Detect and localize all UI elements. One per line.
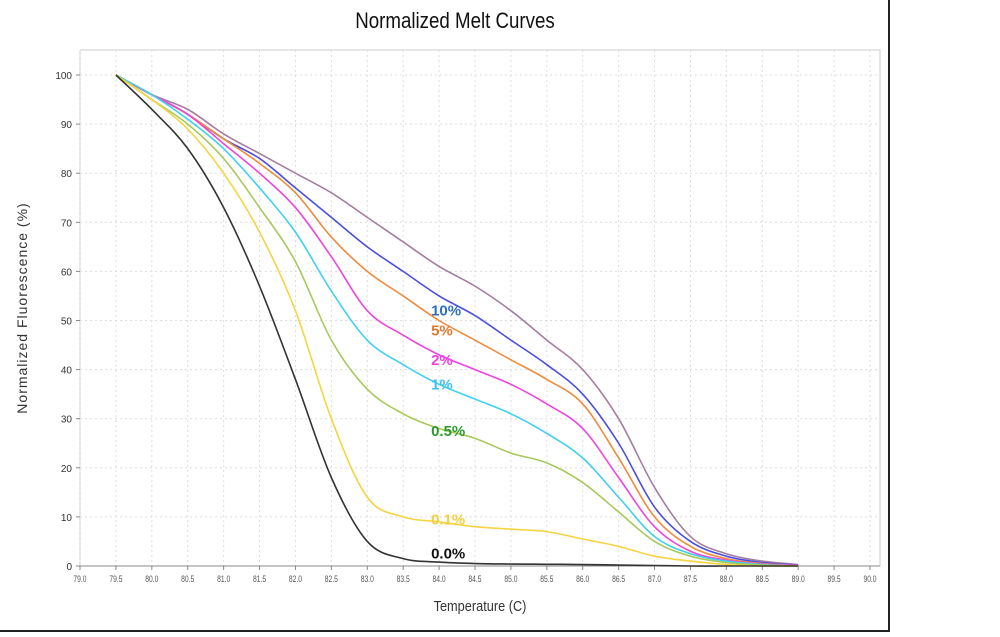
- x-tick-label: 88.0: [720, 574, 734, 584]
- plot-area: [79, 49, 881, 567]
- series-annotation: 2%: [431, 352, 453, 369]
- y-tick-label: 80: [61, 169, 73, 180]
- y-tick-label: 30: [61, 415, 73, 426]
- x-tick-label: 83.5: [397, 574, 411, 584]
- x-tick-label: 79.5: [109, 574, 123, 584]
- chart-title: Normalized Melt Curves: [355, 8, 555, 33]
- x-tick-label: 85.5: [540, 574, 554, 584]
- chart-frame: [0, 0, 890, 632]
- y-tick-label: 0: [66, 562, 72, 573]
- x-tick-label: 86.0: [576, 574, 590, 584]
- series-annotation: 1%: [431, 376, 453, 393]
- series-annotation: 0.0%: [431, 546, 465, 563]
- x-tick-label: 81.0: [217, 574, 231, 584]
- x-tick-label: 84.0: [433, 574, 447, 584]
- series-annotation: 10%: [431, 303, 461, 320]
- series-line: [115, 74, 799, 567]
- x-tick-label: 87.5: [684, 574, 698, 584]
- series-annotation: 5%: [431, 322, 453, 339]
- y-tick-label: 60: [61, 267, 73, 278]
- x-tick-label: 84.5: [468, 574, 482, 584]
- y-tick-label: 90: [61, 120, 73, 131]
- x-tick-label: 88.5: [756, 574, 770, 584]
- y-tick-label: 50: [61, 317, 73, 328]
- series-line: [115, 74, 799, 567]
- x-tick-label: 83.0: [361, 574, 375, 584]
- series-line: [115, 74, 799, 567]
- y-tick-label: 20: [61, 464, 73, 475]
- series-line: [115, 74, 799, 567]
- x-tick-label: 80.5: [181, 574, 195, 584]
- x-tick-label: 86.5: [612, 574, 626, 584]
- x-axis-label: Temperature (C): [433, 598, 527, 615]
- x-tick-label: 81.5: [253, 574, 267, 584]
- y-tick-label: 40: [61, 366, 73, 377]
- y-tick-label: 100: [55, 71, 72, 82]
- series-line: [115, 74, 799, 567]
- x-tick-label: 87.0: [648, 574, 662, 584]
- y-tick-label: 10: [61, 513, 73, 524]
- x-tick-label: 90.0: [863, 574, 877, 584]
- x-tick-label: 82.5: [325, 574, 339, 584]
- y-tick-label: 70: [61, 218, 73, 229]
- series-annotation: 0.5%: [431, 423, 465, 440]
- x-tick-label: 82.0: [289, 574, 303, 584]
- x-tick-label: 85.0: [504, 574, 518, 584]
- x-tick-label: 80.0: [145, 574, 159, 584]
- series-line: [115, 74, 799, 567]
- x-tick-label: 89.0: [792, 574, 806, 584]
- series-line: [115, 74, 799, 566]
- x-tick-label: 89.5: [828, 574, 842, 584]
- x-tick-label: 79.0: [73, 574, 87, 584]
- series-annotation: 0.1%: [431, 511, 465, 528]
